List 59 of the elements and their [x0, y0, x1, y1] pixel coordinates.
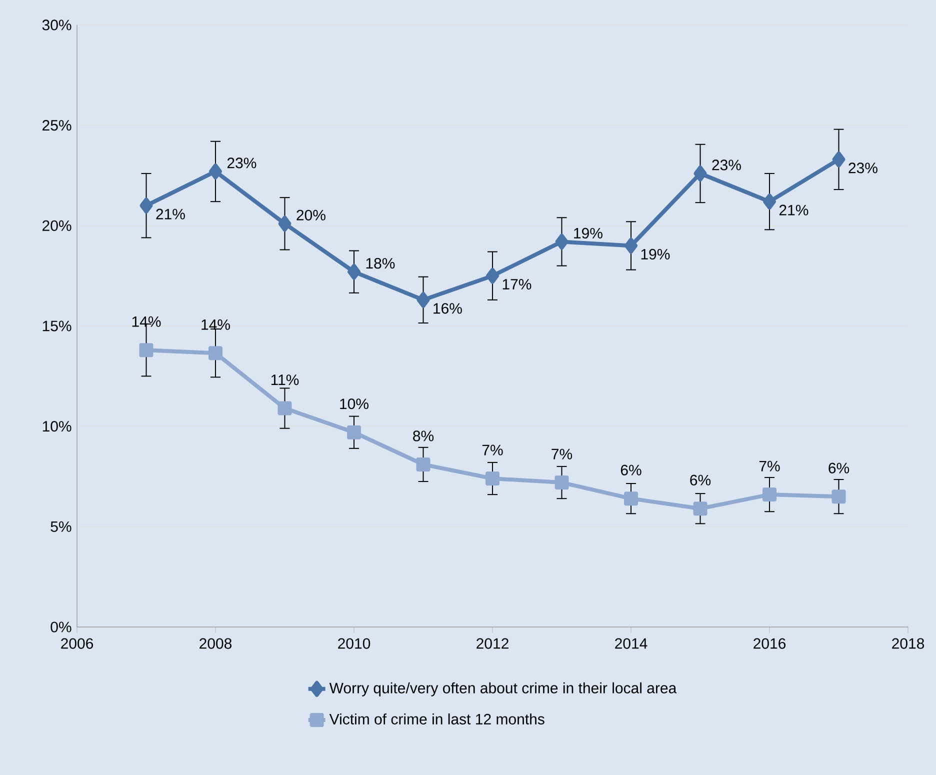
y-tick-label: 0% [50, 622, 72, 632]
x-tick-label: 2010 [338, 638, 370, 649]
point [624, 492, 638, 506]
y-tick-label: 25% [42, 120, 72, 131]
point [140, 198, 153, 214]
point [209, 163, 222, 180]
data-label: 21% [779, 204, 808, 216]
data-label: 11% [271, 374, 299, 386]
data-label: 16% [434, 303, 462, 314]
point [762, 488, 777, 502]
point [763, 194, 776, 210]
point [347, 425, 362, 440]
data-label: 23% [227, 158, 256, 168]
point [624, 238, 638, 254]
point [832, 490, 846, 504]
y-tick-label: 5% [50, 521, 72, 532]
data-label: 21% [156, 208, 185, 220]
x-tick-label: 2016 [754, 638, 786, 649]
data-label: 6% [828, 462, 850, 474]
point [278, 401, 292, 416]
data-label: 6% [620, 464, 642, 476]
y-tick-label: 10% [42, 421, 72, 432]
point [486, 268, 500, 284]
data-label: 19% [574, 228, 602, 239]
x-tick-label: 2008 [200, 638, 232, 649]
data-label: 23% [848, 162, 878, 174]
data-label: 10% [340, 398, 368, 410]
point [208, 346, 222, 360]
point [693, 502, 708, 516]
data-label: 8% [413, 430, 434, 442]
x-tick-label: 2014 [615, 638, 648, 649]
x-tick-label: 2018 [892, 638, 924, 649]
data-label: 17% [502, 279, 532, 290]
point [554, 476, 569, 490]
data-label: 7% [552, 448, 572, 460]
point [694, 165, 707, 182]
data-label: 14% [202, 319, 230, 330]
point [555, 234, 568, 250]
x-tick-label: 2012 [476, 638, 508, 649]
point [278, 216, 292, 232]
data-label: 23% [712, 160, 741, 170]
point [139, 343, 154, 358]
data-label: 6% [690, 474, 711, 486]
point [348, 264, 361, 280]
legend-label: Victim of crime in last 12 months [329, 713, 544, 724]
legend-label: Worry quite/very often about crime in their local area [329, 682, 677, 696]
x-tick-label: 2006 [61, 638, 94, 649]
data-label: 18% [366, 258, 395, 269]
data-label: 7% [482, 444, 503, 456]
data-label: 20% [296, 210, 326, 220]
point [486, 472, 500, 486]
y-tick-label: 30% [42, 20, 72, 30]
point [832, 151, 846, 168]
data-label: 19% [641, 248, 670, 260]
y-tick-label: 15% [42, 320, 72, 332]
y-tick-label: 20% [42, 220, 72, 231]
data-label: 7% [759, 460, 780, 472]
point [416, 457, 430, 472]
point [416, 292, 430, 308]
